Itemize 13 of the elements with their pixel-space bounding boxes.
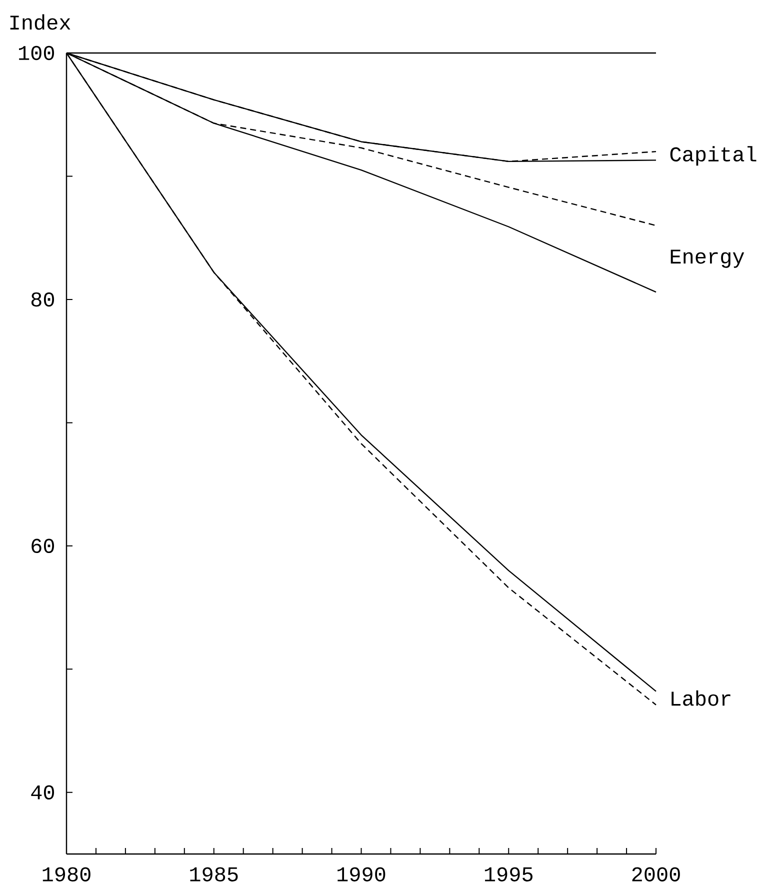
x-tick-label: 1995 [484, 867, 532, 882]
y-axis-title: Index [10, 14, 70, 30]
series-label: Capital [670, 146, 756, 166]
y-tick-label: 60 [32, 538, 54, 554]
x-tick-label: 1985 [190, 867, 238, 882]
x-tick-label: 1980 [42, 867, 90, 882]
y-tick-label: 40 [31, 785, 54, 800]
series-label: Energy [670, 250, 744, 268]
x-tick-label: 2000 [632, 867, 680, 882]
y-tick-label: 80 [31, 292, 54, 307]
y-tick-label: 100 [19, 46, 54, 60]
x-tick-label: 1990 [338, 867, 386, 882]
series-label: Labor [672, 690, 730, 706]
